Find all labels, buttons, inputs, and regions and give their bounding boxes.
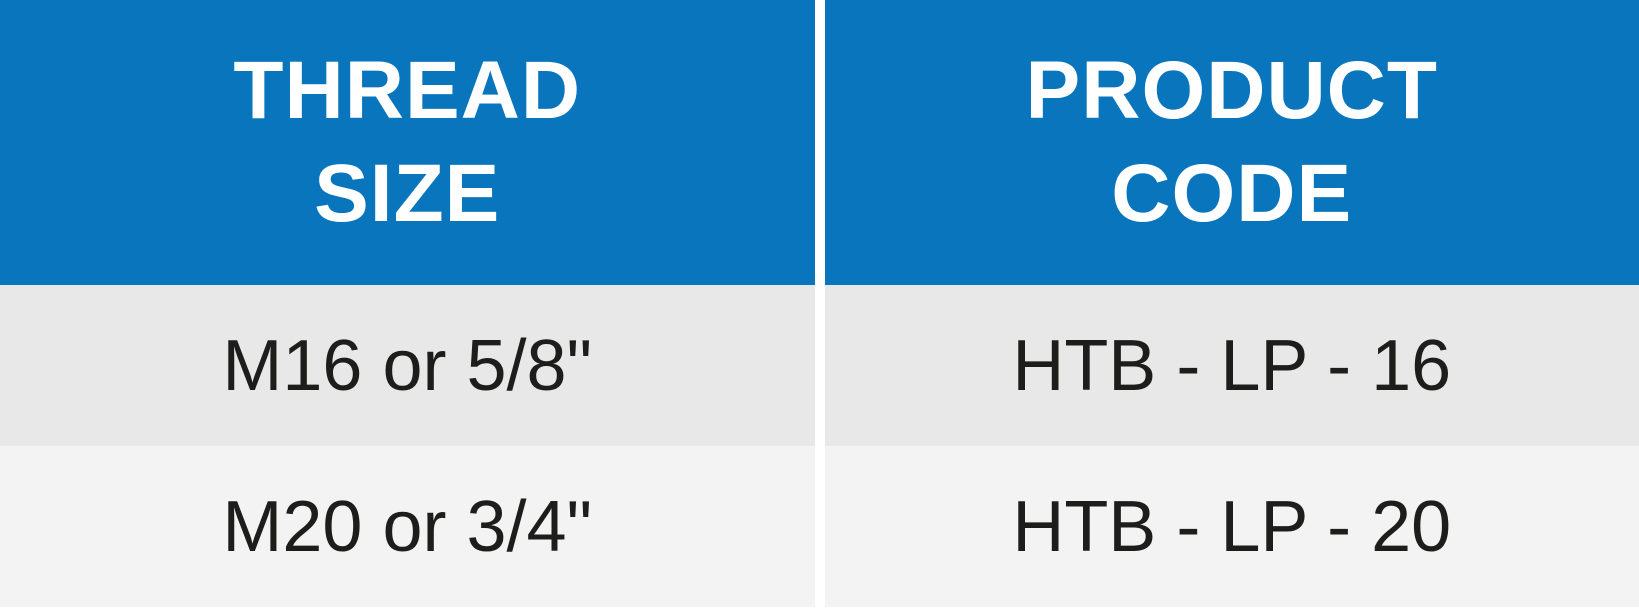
column-header-product-code: PRODUCT CODE [820, 0, 1639, 285]
product-table: THREAD SIZE PRODUCT CODE M16 or 5/8" HTB… [0, 0, 1639, 608]
cell-thread-size: M20 or 3/4" [0, 446, 820, 607]
cell-product-code: HTB - LP - 20 [820, 446, 1639, 607]
table-row: M16 or 5/8" HTB - LP - 16 [0, 285, 1639, 446]
column-header-thread-size: THREAD SIZE [0, 0, 820, 285]
cell-thread-size: M16 or 5/8" [0, 285, 820, 446]
table-row: M20 or 3/4" HTB - LP - 20 [0, 446, 1639, 607]
cell-product-code: HTB - LP - 16 [820, 285, 1639, 446]
table-header-row: THREAD SIZE PRODUCT CODE [0, 0, 1639, 285]
